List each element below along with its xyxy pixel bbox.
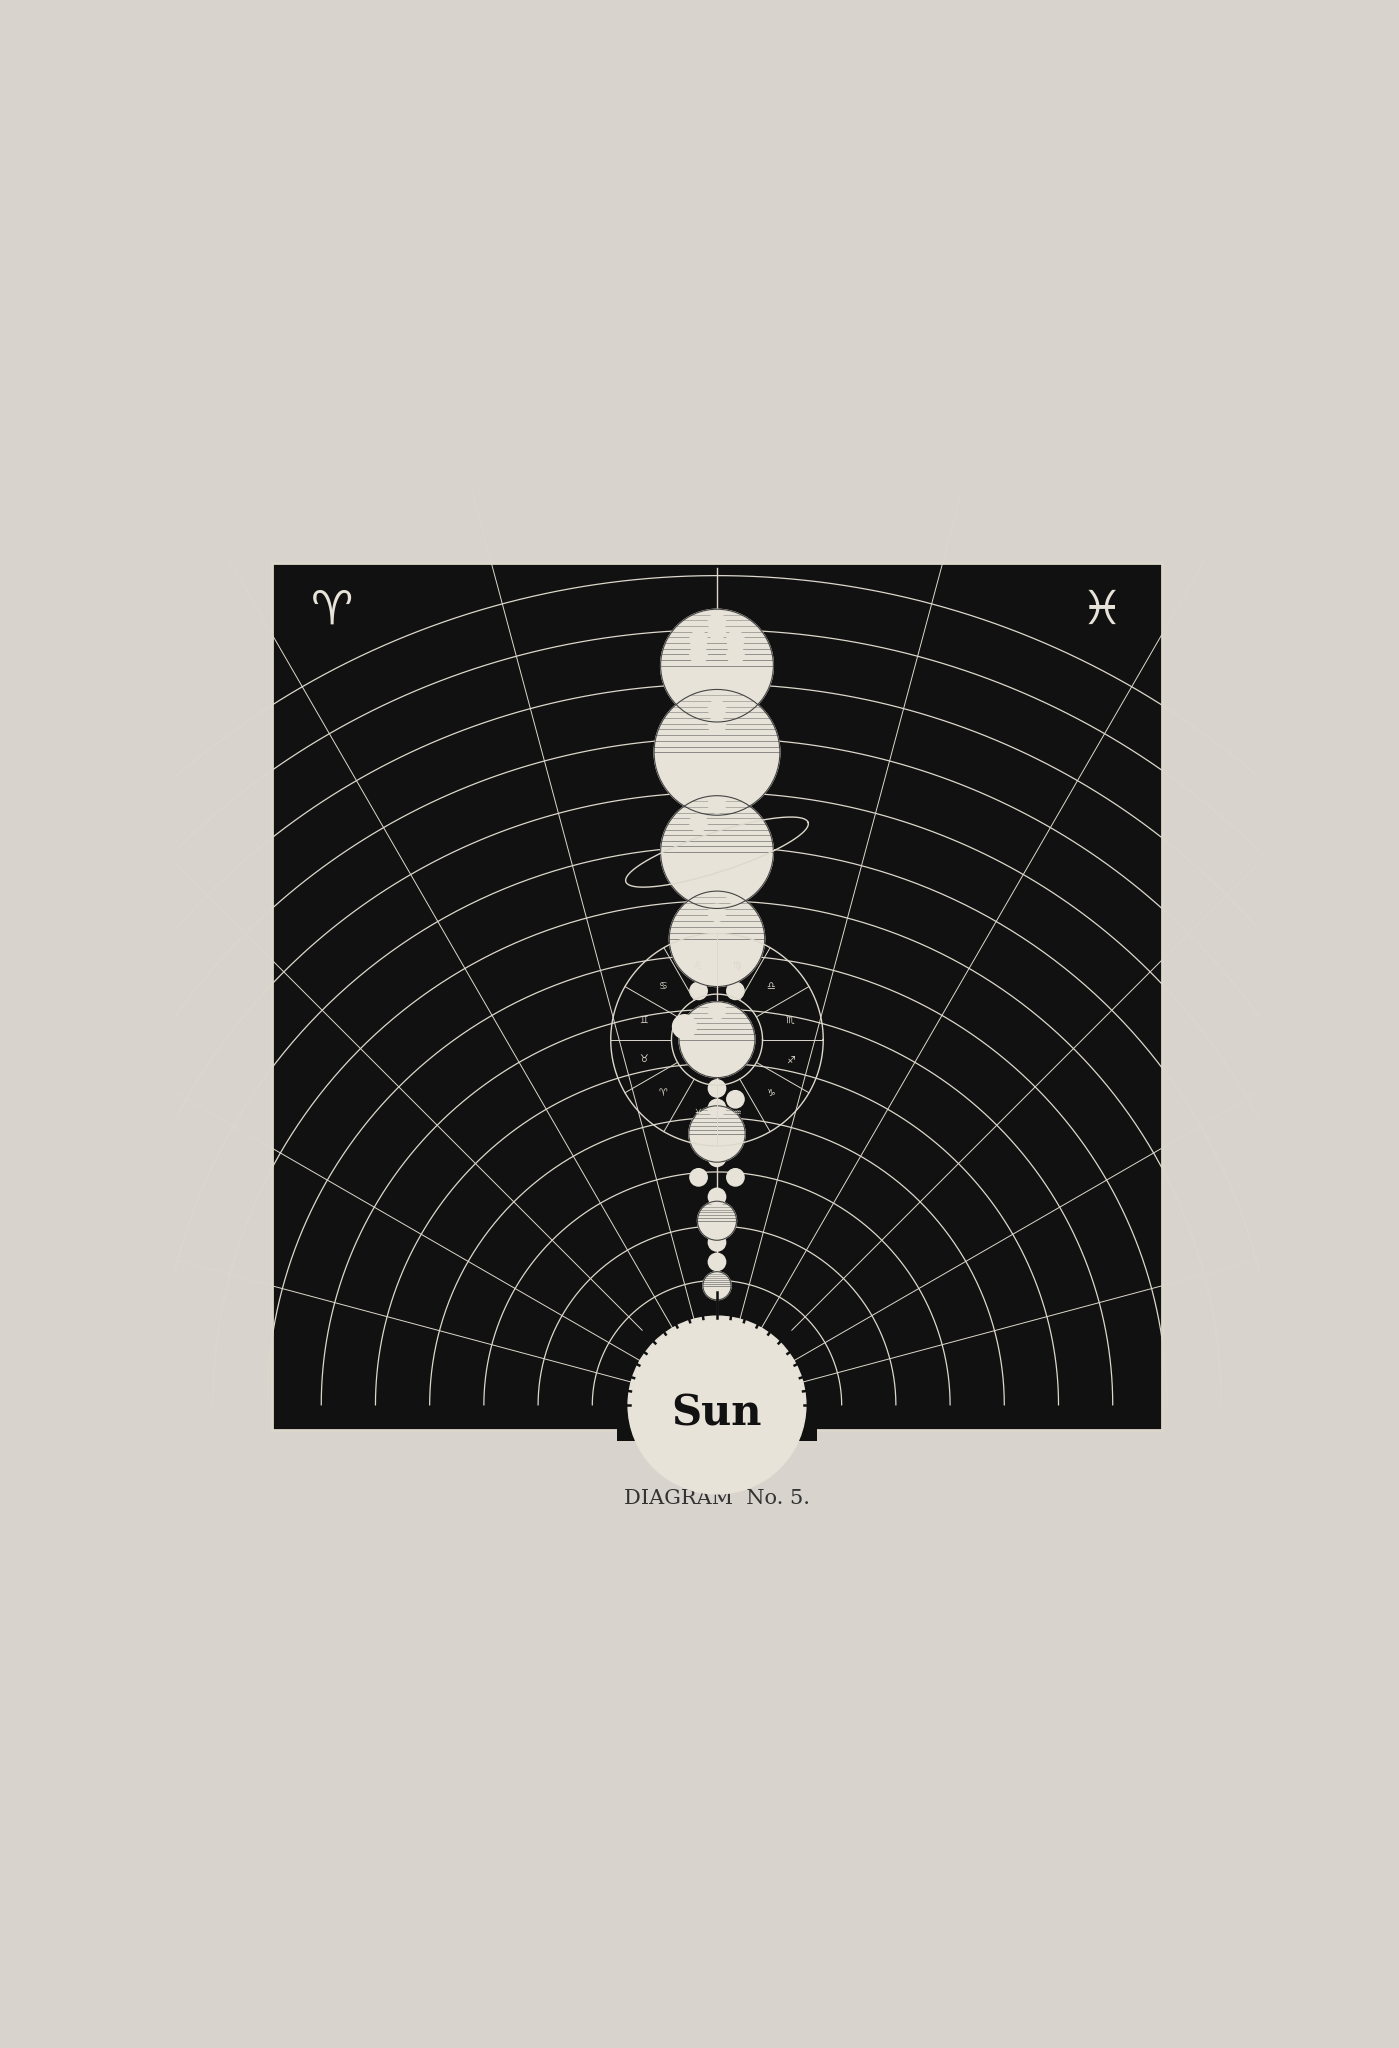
Circle shape: [726, 1092, 744, 1108]
Circle shape: [660, 797, 774, 909]
Text: ♐: ♐: [786, 1055, 795, 1065]
Text: ♌: ♌: [693, 961, 702, 971]
Text: ♓: ♓: [693, 1108, 702, 1118]
Circle shape: [726, 631, 744, 649]
Circle shape: [726, 887, 744, 903]
Circle shape: [708, 1001, 726, 1020]
Circle shape: [690, 645, 708, 664]
FancyBboxPatch shape: [273, 563, 1161, 1430]
Circle shape: [690, 983, 708, 999]
Circle shape: [660, 608, 774, 723]
Text: ♎: ♎: [767, 981, 775, 991]
Circle shape: [669, 891, 765, 987]
Circle shape: [708, 1188, 726, 1206]
Text: ♍: ♍: [732, 961, 741, 971]
Circle shape: [708, 1233, 726, 1251]
Text: ♓: ♓: [1080, 590, 1123, 635]
Text: ♑: ♑: [767, 1087, 775, 1098]
Circle shape: [628, 1317, 806, 1493]
Circle shape: [655, 690, 779, 815]
Text: ♋: ♋: [659, 981, 667, 991]
Circle shape: [679, 1001, 755, 1077]
Text: Sun: Sun: [672, 1393, 762, 1436]
Circle shape: [673, 1014, 697, 1038]
Circle shape: [726, 983, 744, 999]
Text: ♊: ♊: [639, 1016, 648, 1024]
Circle shape: [708, 1100, 726, 1116]
Circle shape: [726, 1169, 744, 1186]
Circle shape: [690, 815, 708, 831]
Circle shape: [708, 1079, 726, 1098]
Circle shape: [688, 1106, 746, 1161]
Circle shape: [690, 1169, 708, 1186]
Circle shape: [708, 797, 726, 813]
FancyBboxPatch shape: [617, 1405, 817, 1442]
Circle shape: [698, 1202, 736, 1241]
Text: ♉: ♉: [639, 1055, 648, 1065]
Circle shape: [708, 717, 726, 733]
Circle shape: [708, 903, 726, 922]
Text: ♈: ♈: [311, 590, 354, 635]
Circle shape: [708, 1253, 726, 1270]
Text: DIAGRAM  No. 5.: DIAGRAM No. 5.: [624, 1489, 810, 1507]
Circle shape: [708, 1149, 726, 1167]
Circle shape: [726, 645, 744, 664]
Circle shape: [708, 623, 726, 639]
Text: ♈: ♈: [659, 1087, 667, 1098]
Text: ♒: ♒: [732, 1108, 741, 1118]
Circle shape: [708, 614, 726, 631]
Text: ♏: ♏: [786, 1016, 795, 1024]
Circle shape: [690, 631, 708, 649]
Circle shape: [708, 700, 726, 717]
Circle shape: [702, 1272, 732, 1300]
Circle shape: [708, 963, 726, 981]
